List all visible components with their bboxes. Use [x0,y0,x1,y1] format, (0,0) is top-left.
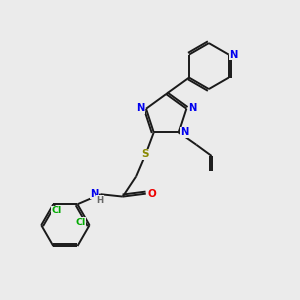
Text: N: N [188,103,196,113]
Text: N: N [180,128,189,137]
Text: H: H [96,196,103,205]
Text: O: O [147,189,156,199]
Text: N: N [136,103,144,113]
Text: Cl: Cl [76,218,86,227]
Text: N: N [90,189,98,199]
Text: Cl: Cl [51,206,62,215]
Text: S: S [142,149,149,160]
Text: N: N [230,50,238,60]
